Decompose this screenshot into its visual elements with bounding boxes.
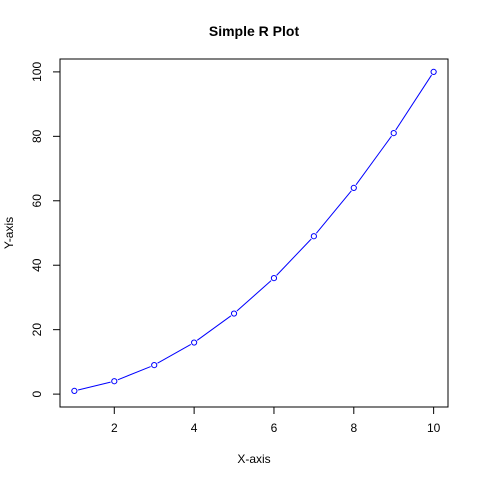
chart-title: Simple R Plot: [209, 23, 300, 39]
y-tick-label: 0: [30, 390, 44, 397]
data-point: [71, 387, 78, 394]
data-point: [310, 233, 317, 240]
series-line-segment: [355, 135, 392, 186]
y-tick-label: 40: [30, 258, 44, 272]
data-point: [430, 68, 437, 75]
data-point: [191, 339, 198, 346]
y-tick-label: 20: [30, 323, 44, 337]
data-point: [151, 362, 158, 369]
data-point: [390, 130, 397, 137]
x-tick-label: 6: [271, 421, 278, 435]
x-tick-label: 2: [111, 421, 118, 435]
y-tick-label: 60: [30, 194, 44, 208]
x-tick-label: 8: [350, 421, 357, 435]
x-tick-label: 10: [427, 421, 441, 435]
series-line-segment: [315, 190, 352, 234]
y-axis: 0 20 40 60 80 100: [30, 62, 61, 397]
y-axis-label: Y-axis: [2, 217, 16, 249]
x-tick-label: 4: [191, 421, 198, 435]
series-line-segment: [196, 315, 232, 341]
series-line-segment: [117, 366, 151, 381]
x-axis-label: X-axis: [237, 452, 270, 466]
y-tick-label: 100: [30, 62, 44, 82]
series-line-segment: [157, 343, 192, 364]
data-point: [270, 275, 278, 282]
series-line-segment: [77, 381, 111, 391]
data-point: [230, 310, 238, 317]
data-point: [350, 184, 357, 191]
series-line-segment: [395, 74, 432, 131]
data-point: [111, 378, 118, 385]
y-tick-label: 80: [30, 129, 44, 143]
x-axis: 2 4 6 8 10: [111, 406, 441, 435]
series-line-segment: [276, 238, 312, 276]
series-layer: [71, 68, 437, 394]
series-line-segment: [236, 280, 272, 312]
